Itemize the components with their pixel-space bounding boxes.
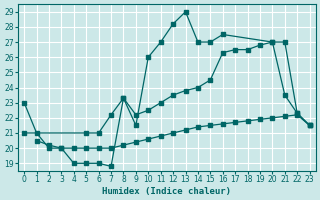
X-axis label: Humidex (Indice chaleur): Humidex (Indice chaleur) bbox=[102, 187, 231, 196]
